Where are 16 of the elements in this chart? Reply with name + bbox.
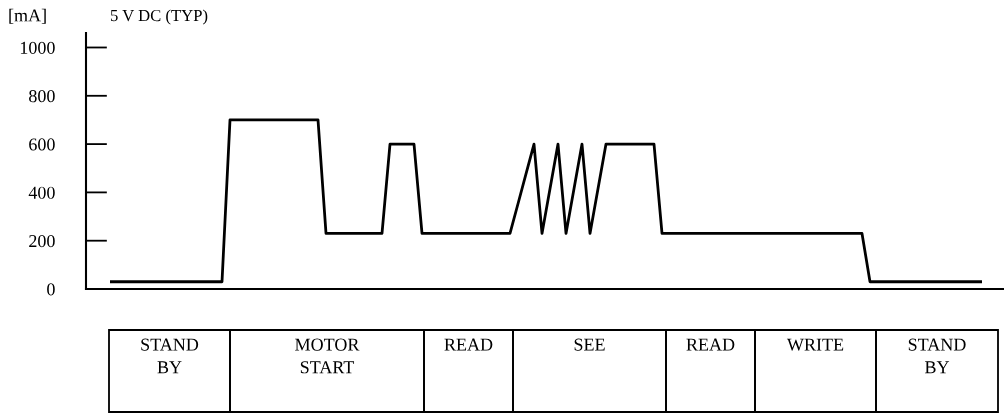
text: STAND BY <box>908 338 966 374</box>
text: MOTOR START <box>295 338 360 374</box>
text: READ <box>444 338 493 351</box>
y-tick-label: 600 <box>29 138 55 151</box>
y-tick-label: 1000 <box>20 41 55 54</box>
y-tick-label: 200 <box>29 234 55 248</box>
chart-title: 5 V DC (TYP) <box>110 9 208 25</box>
text: READ <box>686 338 735 351</box>
y-axis-title: [mA] <box>9 8 46 24</box>
y-tick-label: 0 <box>47 283 55 296</box>
text: STAND BY <box>141 338 199 374</box>
text: WRITE <box>786 338 844 351</box>
y-tick-label: 400 <box>28 186 55 199</box>
y-tick-label: 800 <box>29 90 55 103</box>
text: SEE <box>574 338 605 351</box>
line-series <box>108 118 984 284</box>
